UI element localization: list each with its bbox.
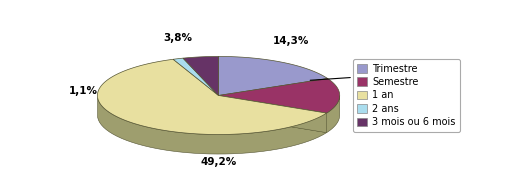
Polygon shape — [97, 98, 327, 154]
Text: 3,8%: 3,8% — [164, 33, 193, 43]
Text: 14,3%: 14,3% — [273, 36, 309, 46]
Polygon shape — [219, 79, 340, 113]
Polygon shape — [327, 96, 340, 133]
Polygon shape — [219, 56, 328, 96]
Polygon shape — [219, 96, 327, 133]
Legend: Trimestre, Semestre, 1 an, 2 ans, 3 mois ou 6 mois: Trimestre, Semestre, 1 an, 2 ans, 3 mois… — [353, 59, 461, 132]
Polygon shape — [173, 58, 219, 96]
Text: 1,1%: 1,1% — [69, 86, 98, 96]
Polygon shape — [97, 59, 327, 135]
Polygon shape — [219, 96, 327, 133]
Text: 49,2%: 49,2% — [201, 157, 237, 167]
Polygon shape — [183, 56, 219, 96]
Text: 11,7%: 11,7% — [310, 71, 392, 81]
